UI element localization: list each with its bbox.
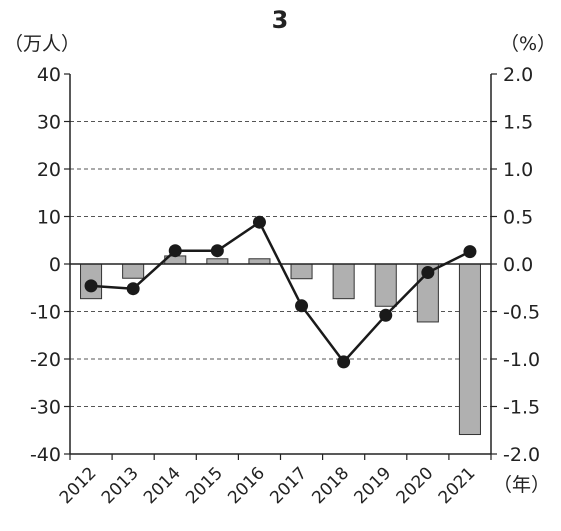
line-point <box>379 308 393 322</box>
chart-title: 3 <box>272 6 289 34</box>
line-point <box>295 299 309 313</box>
right-axis-tick-label: -2.0 <box>503 444 540 466</box>
left-axis-tick-label: 20 <box>37 159 61 181</box>
x-axis-tick-label: 2015 <box>182 463 227 508</box>
line-point <box>337 355 351 369</box>
bar <box>458 263 481 436</box>
line-point <box>421 266 435 280</box>
bar <box>332 263 355 300</box>
line-point <box>463 245 477 259</box>
line-point <box>126 282 140 296</box>
right-axis-tick-label: 0.0 <box>503 254 533 276</box>
right-axis-tick-label: 1.0 <box>503 159 533 181</box>
bar <box>248 258 271 265</box>
x-axis-unit-label: （年） <box>493 474 550 496</box>
line-point <box>168 244 182 258</box>
x-axis-tick-label: 2020 <box>393 463 438 508</box>
right-axis-tick-label: 1.5 <box>503 112 533 134</box>
left-axis-tick-label: 40 <box>37 64 61 86</box>
bar <box>290 263 313 280</box>
x-axis-tick-label: 2014 <box>140 463 185 508</box>
left-axis-tick-label: 10 <box>37 207 61 229</box>
bar <box>374 263 397 307</box>
x-axis-tick-label: 2016 <box>224 463 269 508</box>
left-axis-unit-label: （万人） <box>4 33 80 55</box>
x-axis-tick-label: 2019 <box>351 463 396 508</box>
x-axis-tick-label: 2013 <box>98 463 143 508</box>
right-axis-tick-label: -1.0 <box>503 349 540 371</box>
right-axis-tick-label: 2.0 <box>503 64 533 86</box>
x-axis-tick-label: 2021 <box>435 463 480 508</box>
x-axis-tick-label: 2018 <box>308 463 353 508</box>
right-axis-unit-label: （%） <box>500 33 556 55</box>
left-axis-tick-label: -30 <box>30 397 61 419</box>
line-point <box>252 215 266 229</box>
right-axis-tick-label: -1.5 <box>503 397 540 419</box>
left-axis-tick-label: 30 <box>37 112 61 134</box>
right-axis-tick-label: 0.5 <box>503 207 533 229</box>
line-point <box>210 244 224 258</box>
left-axis-tick-label: -40 <box>30 444 61 466</box>
line-path <box>90 220 471 364</box>
left-axis-tick-label: -10 <box>30 302 61 324</box>
left-axis-tick-label: -20 <box>30 349 61 371</box>
x-axis-tick-label: 2017 <box>266 463 311 508</box>
line-series <box>84 215 477 369</box>
bar <box>206 258 229 265</box>
right-axis-tick-label: -0.5 <box>503 302 540 324</box>
x-axis-tick-label: 2012 <box>56 463 101 508</box>
line-point <box>84 279 98 293</box>
bar <box>122 263 145 279</box>
left-axis-tick-label: 0 <box>49 254 61 276</box>
